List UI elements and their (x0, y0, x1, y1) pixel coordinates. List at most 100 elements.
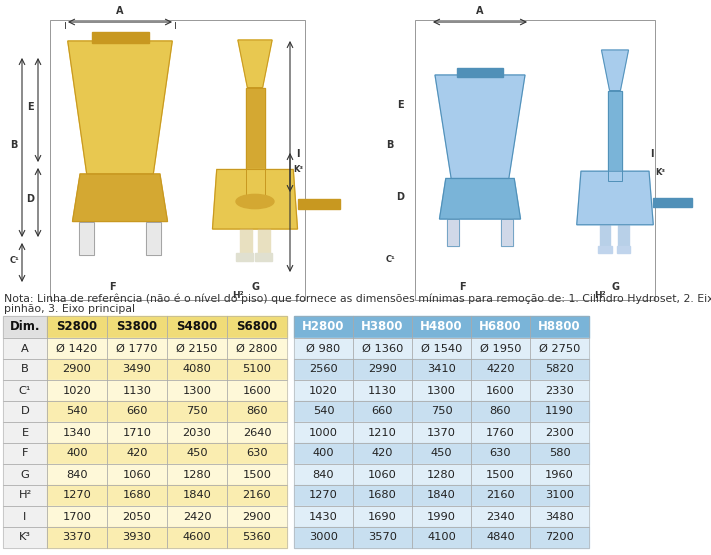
Bar (167, 443, 227, 464)
Text: 2030: 2030 (183, 427, 211, 437)
Bar (294, 464, 353, 485)
Text: 660: 660 (127, 406, 148, 416)
Bar (227, 443, 287, 464)
Bar (227, 401, 287, 422)
Text: Ø 980: Ø 980 (306, 344, 341, 354)
Bar (47, 316, 107, 338)
Text: 400: 400 (66, 448, 88, 458)
Bar (294, 380, 353, 401)
Bar (227, 359, 287, 380)
Bar (412, 422, 471, 443)
Bar (167, 443, 227, 464)
Bar (530, 380, 589, 401)
Bar (353, 359, 412, 380)
Bar (294, 422, 353, 443)
Text: B: B (11, 140, 18, 150)
Bar (107, 380, 167, 401)
Bar (227, 485, 287, 506)
Text: 750: 750 (186, 406, 208, 416)
Bar (107, 338, 167, 359)
Bar (3, 316, 47, 338)
Bar (471, 506, 530, 527)
Bar (294, 401, 353, 422)
Bar (412, 422, 471, 443)
Text: C¹: C¹ (9, 256, 19, 265)
Bar (653, 198, 692, 207)
Text: G: G (251, 282, 259, 292)
Bar (456, 68, 503, 77)
Bar (227, 506, 287, 527)
Bar (294, 464, 353, 485)
Text: H3800: H3800 (361, 320, 404, 334)
Bar (47, 464, 107, 485)
Text: 1600: 1600 (242, 386, 272, 396)
Text: K³: K³ (19, 532, 31, 542)
Text: K³: K³ (655, 168, 665, 177)
Bar (412, 359, 471, 380)
Text: E: E (27, 102, 33, 112)
Text: 1430: 1430 (309, 512, 338, 522)
Bar (47, 527, 107, 548)
Text: S4800: S4800 (176, 320, 218, 334)
Bar (415, 20, 655, 300)
Text: A: A (117, 6, 124, 16)
Text: 450: 450 (186, 448, 208, 458)
Bar (530, 380, 589, 401)
Text: 450: 450 (431, 448, 452, 458)
Text: H²: H² (18, 491, 31, 501)
Bar (227, 380, 287, 401)
Bar (47, 338, 107, 359)
Bar (471, 527, 530, 548)
Bar (412, 443, 471, 464)
Bar (471, 485, 530, 506)
Text: 1700: 1700 (63, 512, 92, 522)
Bar (107, 527, 167, 548)
Bar (530, 506, 589, 527)
Bar (227, 422, 287, 443)
Bar (447, 219, 459, 246)
Text: 5360: 5360 (242, 532, 272, 542)
Bar (294, 359, 353, 380)
Bar (353, 527, 412, 548)
Bar (471, 506, 530, 527)
Bar (471, 380, 530, 401)
Text: I: I (23, 512, 27, 522)
Bar (167, 338, 227, 359)
Text: Dim.: Dim. (10, 320, 41, 334)
Bar (255, 253, 272, 261)
Bar (3, 527, 47, 548)
Text: 3480: 3480 (545, 512, 574, 522)
Text: 2160: 2160 (242, 491, 272, 501)
Bar (294, 485, 353, 506)
Text: F: F (109, 282, 115, 292)
Bar (167, 527, 227, 548)
Bar (530, 316, 589, 338)
Bar (471, 359, 530, 380)
Bar (167, 506, 227, 527)
Bar (353, 506, 412, 527)
Text: Nota: Linha de referência (não é o nível do piso) que fornece as dimensões mínim: Nota: Linha de referência (não é o nível… (4, 293, 711, 304)
Text: Ø 2800: Ø 2800 (236, 344, 278, 354)
Text: Ø 1540: Ø 1540 (421, 344, 462, 354)
Text: I: I (296, 149, 300, 159)
Bar (412, 316, 471, 338)
Text: 2560: 2560 (309, 365, 338, 375)
Text: G: G (21, 470, 29, 480)
Text: A: A (476, 6, 483, 16)
Bar (412, 506, 471, 527)
Bar (3, 443, 47, 464)
Bar (471, 464, 530, 485)
Bar (353, 422, 412, 443)
Bar (297, 199, 340, 209)
Bar (107, 316, 167, 338)
Text: 2340: 2340 (486, 512, 515, 522)
Bar (412, 464, 471, 485)
Polygon shape (577, 171, 653, 225)
Bar (353, 359, 412, 380)
Bar (412, 359, 471, 380)
Bar (3, 422, 47, 443)
Bar (167, 316, 227, 338)
Bar (47, 485, 107, 506)
Bar (167, 401, 227, 422)
Bar (294, 359, 353, 380)
